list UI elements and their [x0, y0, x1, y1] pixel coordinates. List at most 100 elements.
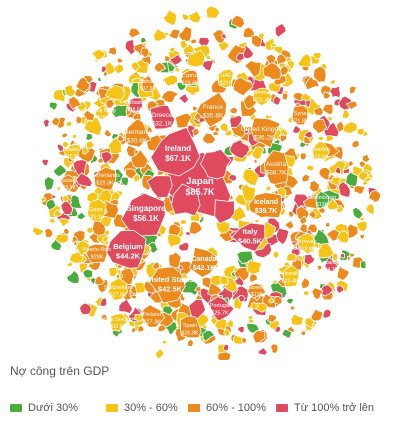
country-shape-malta — [62, 143, 82, 161]
small-country-shape — [342, 121, 358, 134]
country-value: $29.3K — [96, 181, 114, 187]
small-country-shape — [303, 290, 310, 297]
small-country-shape — [317, 135, 324, 142]
small-country-shape — [312, 118, 328, 135]
small-country-shape — [99, 297, 108, 307]
country-label: Lebanon — [320, 260, 340, 266]
small-country-shape — [246, 322, 261, 334]
small-country-shape — [174, 67, 180, 73]
country-value: $39.7K — [255, 208, 278, 215]
country-value: $21.4K — [254, 98, 272, 104]
small-country-shape — [244, 60, 262, 78]
small-country-shape — [329, 176, 342, 186]
small-country-shape — [326, 115, 333, 123]
small-country-shape — [73, 240, 78, 246]
small-country-shape — [221, 33, 227, 40]
small-country-shape — [300, 276, 310, 290]
small-country-shape — [103, 128, 112, 138]
small-country-shape — [82, 269, 94, 279]
small-country-shape — [276, 227, 290, 246]
country-shape-denmark — [253, 87, 272, 107]
legend-item-under-30: Dưới 30% — [10, 400, 78, 416]
small-country-shape — [262, 62, 283, 81]
small-country-shape — [130, 294, 138, 300]
small-country-shape — [137, 325, 145, 333]
small-country-shape — [85, 132, 94, 141]
small-country-shape — [299, 216, 308, 226]
small-country-shape — [279, 134, 288, 143]
small-country-shape — [51, 193, 57, 200]
country-value: $32.1K — [152, 121, 173, 128]
small-country-shape — [367, 189, 381, 203]
country-shape-united-states — [148, 266, 186, 304]
small-country-shape — [272, 279, 279, 285]
country-label: Israel — [62, 178, 74, 184]
small-country-shape — [66, 261, 73, 268]
country-value: $35.8K — [203, 113, 224, 120]
small-country-shape — [292, 92, 305, 102]
small-country-shape — [273, 295, 283, 305]
small-country-shape — [272, 250, 280, 260]
country-value: $27.5K — [109, 293, 127, 299]
small-country-shape — [61, 141, 70, 149]
legend-label: 30% - 60% — [124, 402, 178, 414]
small-country-shape — [157, 324, 167, 333]
country-shape-iceland — [248, 192, 283, 219]
small-country-shape — [167, 29, 181, 40]
small-country-shape — [53, 209, 63, 217]
small-country-shape — [311, 287, 324, 301]
small-country-shape — [132, 173, 141, 183]
small-country-shape — [241, 183, 257, 203]
small-country-shape — [215, 220, 231, 234]
country-label: France — [203, 104, 224, 111]
small-country-shape — [289, 305, 296, 311]
small-country-shape — [164, 31, 169, 38]
country-label: Australia — [279, 271, 301, 277]
country-value: $85.7K — [185, 187, 215, 197]
small-country-shape — [124, 39, 137, 56]
country-label: United Kingdom — [241, 126, 287, 133]
country-shape-australia — [282, 264, 301, 288]
small-country-shape — [347, 160, 354, 168]
country-value: $14.7K — [322, 267, 339, 273]
small-country-shape — [252, 158, 258, 164]
small-country-shape — [42, 118, 50, 128]
country-shape-hong-kong — [94, 104, 110, 121]
small-country-shape — [272, 45, 284, 55]
small-country-shape — [326, 197, 340, 211]
country-label: Japan — [186, 176, 214, 187]
small-country-shape — [352, 206, 364, 220]
country-label: Portugal — [210, 303, 231, 309]
small-country-shape — [43, 175, 55, 191]
country-value: $29.1K — [87, 215, 105, 221]
small-country-shape — [31, 226, 45, 237]
country-shape-italy — [231, 222, 266, 252]
country-value: $22.8K — [311, 155, 329, 161]
small-country-shape — [321, 284, 333, 297]
country-value: $30.6K — [127, 138, 148, 145]
country-shape-lebanon — [324, 256, 339, 273]
country-value: $21K — [220, 81, 233, 87]
small-country-shape — [63, 227, 70, 235]
country-shape-fragment — [130, 149, 149, 169]
small-country-shape — [300, 330, 307, 337]
small-country-shape — [328, 79, 336, 85]
small-country-shape — [303, 135, 311, 144]
small-country-shape — [167, 233, 182, 249]
small-country-shape — [329, 85, 341, 99]
small-country-shape — [191, 128, 200, 137]
legend-item-30-60: 30% - 60% — [106, 400, 178, 416]
small-country-shape — [250, 302, 259, 310]
country-value: $15K — [251, 292, 263, 298]
small-country-shape — [155, 348, 165, 360]
small-country-shape — [237, 325, 245, 334]
legend-swatch-red — [276, 404, 288, 412]
small-country-shape — [91, 216, 106, 237]
small-country-shape — [356, 127, 365, 136]
country-shape-slovenia — [247, 283, 267, 299]
small-country-shape — [174, 112, 193, 129]
small-country-shape — [325, 228, 341, 242]
small-country-shape — [274, 22, 287, 38]
small-country-shape — [334, 166, 342, 175]
country-value: $26.8K — [181, 331, 199, 337]
